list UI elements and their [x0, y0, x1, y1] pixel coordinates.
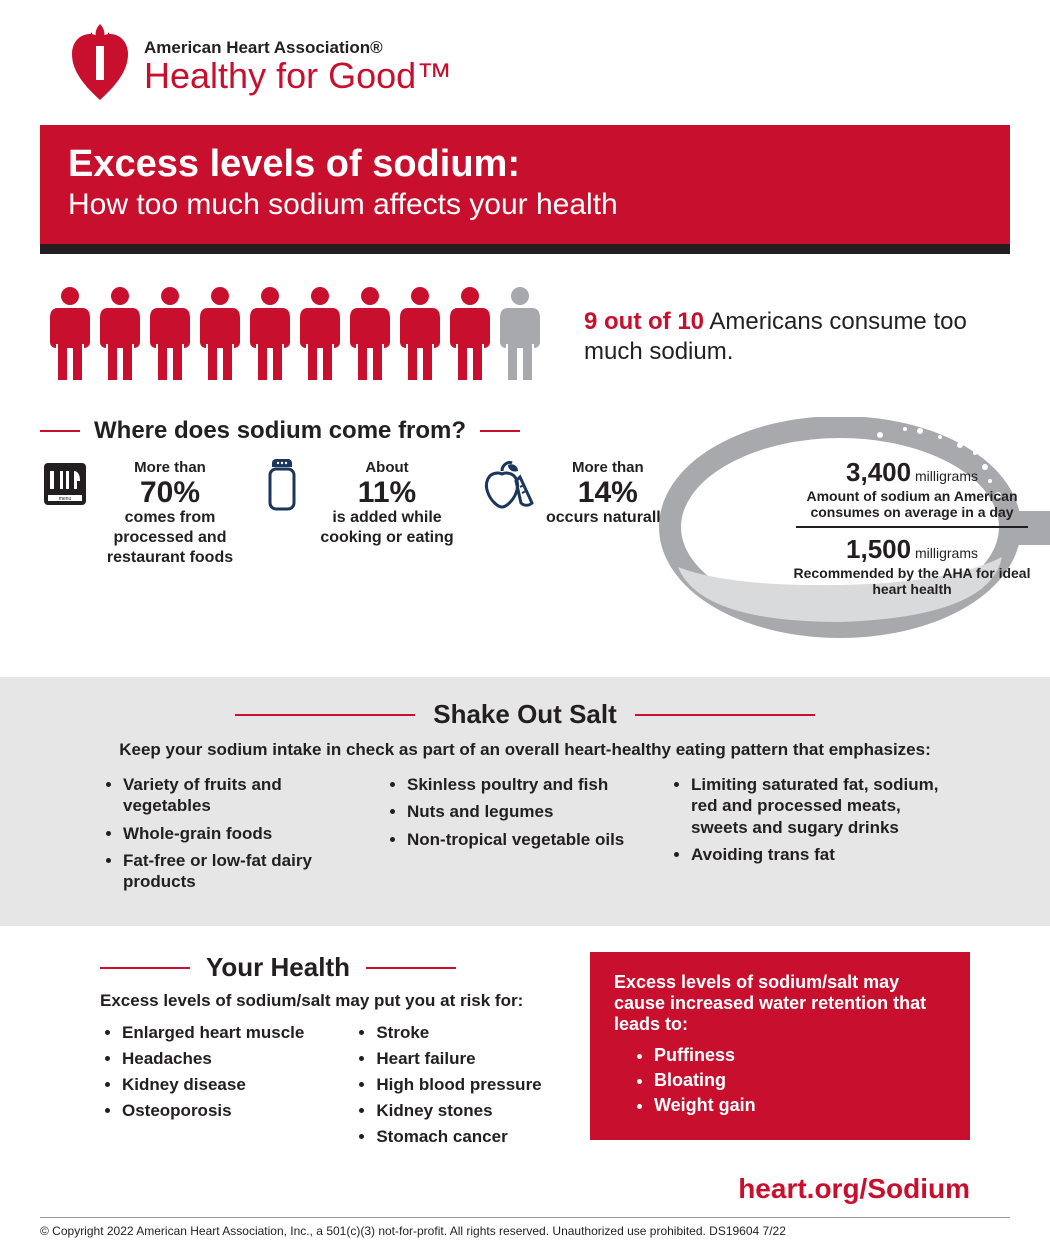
health-col1: Enlarged heart muscle Headaches Kidney dis… [100, 1023, 304, 1153]
heart-torch-icon [70, 24, 130, 107]
people-icons [46, 286, 544, 387]
list-item: Bloating [654, 1070, 946, 1091]
spoon-top-value: 3,400 [846, 457, 911, 487]
svg-text:menu: menu [59, 496, 72, 502]
list-item: Enlarged heart muscle [122, 1023, 304, 1043]
person-icon [96, 286, 144, 387]
list-item: Stroke [376, 1023, 541, 1043]
list-item: Headaches [122, 1049, 304, 1069]
logo-text: American Heart Association® Healthy for … [144, 38, 452, 94]
tagline: Healthy for Good™ [144, 58, 452, 94]
shake-sub: Keep your sodium intake in check as part… [50, 740, 1000, 760]
list-item: Stomach cancer [376, 1127, 541, 1147]
list-item: Kidney stones [376, 1101, 541, 1121]
list-item: Non-tropical vegetable oils [407, 829, 635, 850]
your-health-section: Your Health Excess levels of sodium/salt… [100, 952, 970, 1153]
person-icon [346, 286, 394, 387]
shake-out-salt-section: Shake Out Salt Keep your sodium intake i… [0, 677, 1050, 926]
spoon-graphic: 3,400 milligrams Amount of sodium an Ame… [700, 417, 1010, 647]
person-icon [46, 286, 94, 387]
person-icon [196, 286, 244, 387]
source-desc: is added while cooking or eating [314, 508, 460, 548]
list-item: Kidney disease [122, 1075, 304, 1095]
person-icon [396, 286, 444, 387]
produce-icon [480, 459, 536, 514]
shake-col2: Skinless poultry and fish Nuts and legume… [385, 774, 635, 898]
spoon-text: 3,400 milligrams Amount of sodium an Ame… [782, 457, 1042, 597]
menu-icon: menu [40, 459, 90, 514]
health-col2: Stroke Heart failure High blood pressure Ki… [354, 1023, 541, 1153]
people-stat-figure: 9 out of 10 [584, 308, 704, 335]
list-item: Skinless poultry and fish [407, 774, 635, 795]
banner-subtitle: How too much sodium affects your health [68, 188, 982, 222]
shake-col3: Limiting saturated fat, sodium, red and … [669, 774, 949, 898]
sources-heading: Where does sodium come from? [40, 417, 680, 445]
people-stat-text: 9 out of 10 Americans consume too much s… [584, 307, 1004, 367]
spoon-bot-unit: milligrams [915, 545, 978, 561]
list-item: Limiting saturated fat, sodium, red and … [691, 774, 949, 838]
person-icon [446, 286, 494, 387]
person-icon [146, 286, 194, 387]
copyright: © Copyright 2022 American Heart Associat… [40, 1217, 1010, 1238]
source-pct: 70% [100, 478, 240, 508]
red-box-lead: Excess levels of sodium/salt may cause i… [614, 972, 946, 1035]
infographic-page: American Heart Association® Healthy for … [0, 0, 1050, 1258]
list-item: Whole-grain foods [123, 823, 351, 844]
person-icon [296, 286, 344, 387]
shake-heading: Shake Out Salt [433, 699, 617, 730]
source-item: menu More than 70% comes from processed … [40, 459, 240, 568]
health-sub: Excess levels of sodium/salt may put you… [100, 991, 560, 1011]
source-desc: comes from processed and restaurant food… [100, 508, 240, 568]
list-item: Weight gain [654, 1095, 946, 1116]
list-item: Variety of fruits and vegetables [123, 774, 351, 817]
health-heading: Your Health [206, 952, 350, 983]
spoon-top-caption: Amount of sodium an American consumes on… [782, 488, 1042, 520]
spoon-top-unit: milligrams [915, 468, 978, 484]
list-item: Nuts and legumes [407, 801, 635, 822]
water-retention-box: Excess levels of sodium/salt may cause i… [590, 952, 970, 1140]
source-pre: More than [100, 459, 240, 478]
source-pct: 11% [314, 478, 460, 508]
list-item: High blood pressure [376, 1075, 541, 1095]
list-item: Avoiding trans fat [691, 844, 949, 865]
shaker-icon [260, 459, 304, 518]
banner-title: Excess levels of sodium: [68, 143, 982, 186]
person-icon [496, 286, 544, 387]
url: heart.org/Sodium [40, 1173, 970, 1205]
people-stat-row: 9 out of 10 Americans consume too much s… [46, 286, 1004, 387]
source-pre: About [314, 459, 460, 478]
logo-block: American Heart Association® Healthy for … [70, 24, 1010, 107]
spoon-bot-value: 1,500 [846, 534, 911, 564]
sources-section: Where does sodium come from? menu More t… [40, 417, 680, 568]
shake-col1: Variety of fruits and vegetables Whole-gr… [101, 774, 351, 898]
spoon-bot-caption: Recommended by the AHA for ideal heart h… [782, 565, 1042, 597]
person-icon [246, 286, 294, 387]
source-item: About 11% is added while cooking or eati… [260, 459, 460, 568]
title-banner: Excess levels of sodium: How too much so… [40, 125, 1010, 254]
list-item: Osteoporosis [122, 1101, 304, 1121]
list-item: Puffiness [654, 1045, 946, 1066]
list-item: Fat-free or low-fat dairy products [123, 850, 351, 893]
list-item: Heart failure [376, 1049, 541, 1069]
